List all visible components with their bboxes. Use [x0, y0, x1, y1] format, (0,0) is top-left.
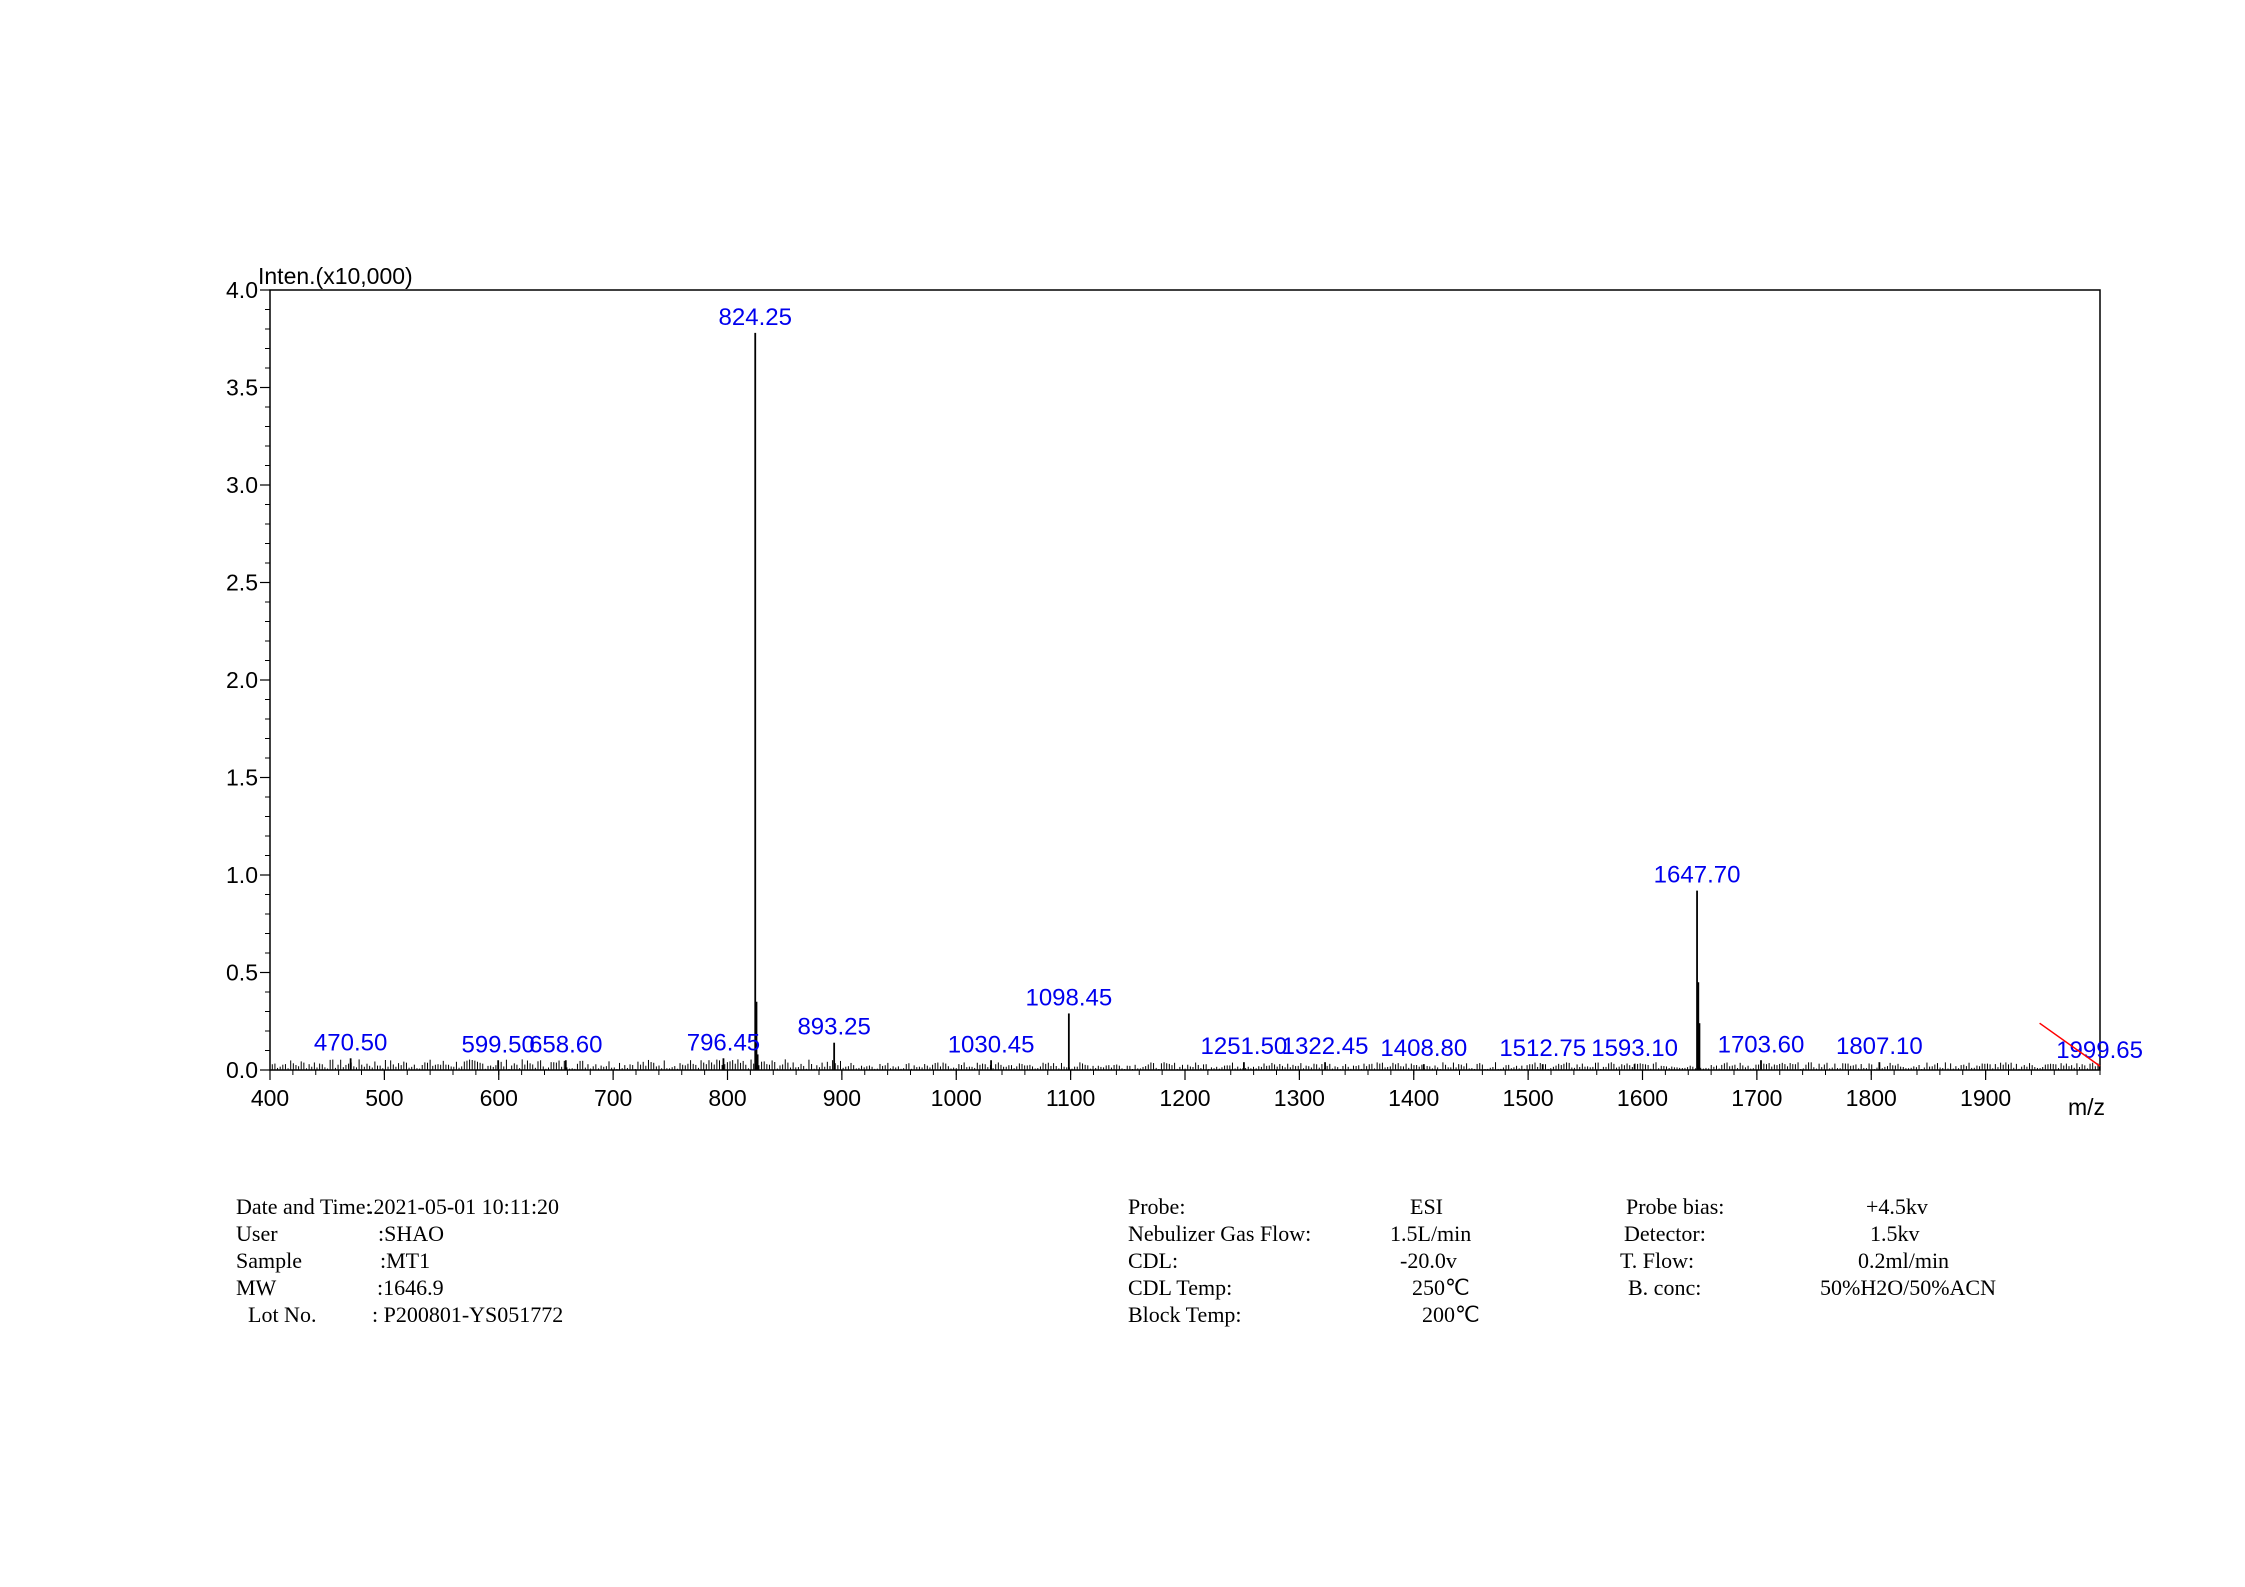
info-middle: Probe: ESI Nebulizer Gas Flow: 1.5L/min CD… — [1128, 1193, 1548, 1328]
info-value: +4.5kv — [1866, 1194, 1928, 1219]
info-value: 50%H2O/50%ACN — [1820, 1275, 1996, 1300]
peak-label: 470.50 — [314, 1029, 387, 1056]
peak-label: 824.25 — [719, 304, 792, 331]
info-label: MW — [236, 1275, 277, 1300]
info-row-user: User :SHAO — [236, 1220, 656, 1247]
peak-label: 1322.45 — [1282, 1033, 1369, 1060]
info-value: -20.0v — [1400, 1248, 1457, 1273]
info-row-date: Date and Time: .2021-05-01 10:11:20 — [236, 1193, 656, 1220]
x-tick-label: 900 — [823, 1085, 861, 1111]
info-row-block-temp: Block Temp: 200℃ — [1128, 1301, 1548, 1328]
info-row-detector: Detector: 1.5kv — [1620, 1220, 2080, 1247]
info-value: ESI — [1410, 1194, 1443, 1219]
y-tick-label: 4.0 — [226, 277, 258, 303]
y-tick-label: 1.5 — [226, 765, 258, 791]
plot-frame — [269, 289, 2101, 1071]
x-tick-label: 1400 — [1388, 1085, 1439, 1111]
peak-label: 1512.75 — [1499, 1035, 1586, 1062]
y-tick-label: 3.0 — [226, 472, 258, 498]
y-axis: 0.0 0.5 1.0 1.5 2.0 2.5 3.0 3.5 4.0 — [226, 277, 270, 1083]
info-value: : P200801-YS051772 — [372, 1302, 564, 1327]
peak-label: 1098.45 — [1025, 984, 1112, 1011]
info-value: :1646.9 — [377, 1275, 444, 1300]
baseline-noise — [271, 1059, 2099, 1070]
x-tick-label: 1000 — [931, 1085, 982, 1111]
x-tick-label: 1200 — [1159, 1085, 1210, 1111]
y-tick-label: 1.0 — [226, 862, 258, 888]
peak-label: 1703.60 — [1718, 1031, 1805, 1058]
info-value: .2021-05-01 10:11:20 — [368, 1194, 560, 1219]
info-row-cdl: CDL: -20.0v — [1128, 1247, 1548, 1274]
info-row-nebulizer: Nebulizer Gas Flow: 1.5L/min — [1128, 1220, 1548, 1247]
peak-label: 1647.70 — [1654, 862, 1741, 889]
peak-label: 1807.10 — [1836, 1033, 1923, 1060]
info-row-sample: Sample :MT1 — [236, 1247, 656, 1274]
y-tick-label: 0.5 — [226, 960, 258, 986]
x-axis-title: m/z — [2068, 1094, 2105, 1120]
x-tick-label: 1700 — [1731, 1085, 1782, 1111]
info-label: Nebulizer Gas Flow: — [1128, 1221, 1312, 1246]
info-row-mw: MW :1646.9 — [236, 1274, 656, 1301]
info-label: Date and Time: — [236, 1194, 372, 1219]
peak-label: 658.60 — [529, 1031, 602, 1058]
y-tick-label: 0.0 — [226, 1057, 258, 1083]
y-tick-label: 2.5 — [226, 570, 258, 596]
info-label: Block Temp: — [1128, 1302, 1242, 1327]
info-label: CDL Temp: — [1128, 1275, 1233, 1300]
info-value: 1.5L/min — [1390, 1221, 1472, 1246]
y-tick-label: 2.0 — [226, 667, 258, 693]
info-label: Probe bias: — [1626, 1194, 1725, 1219]
peaks — [349, 332, 2101, 1070]
info-row-lot: Lot No. : P200801-YS051772 — [236, 1301, 656, 1328]
peak-label: 1408.80 — [1380, 1035, 1467, 1062]
peak-label: 1593.10 — [1591, 1035, 1678, 1062]
info-row-probe-bias: Probe bias: +4.5kv — [1620, 1193, 2080, 1220]
info-label: T. Flow: — [1620, 1248, 1695, 1273]
y-tick-label: 3.5 — [226, 375, 258, 401]
info-label: Detector: — [1624, 1221, 1706, 1246]
x-tick-label: 1500 — [1503, 1085, 1554, 1111]
x-tick-label: 1600 — [1617, 1085, 1668, 1111]
info-row-probe: Probe: ESI — [1128, 1193, 1548, 1220]
info-value: :SHAO — [378, 1221, 445, 1246]
info-row-b-conc: B. conc: 50%H2O/50%ACN — [1620, 1274, 2080, 1301]
x-tick-label: 700 — [594, 1085, 632, 1111]
peak-label: 1999.65 — [2056, 1037, 2143, 1064]
info-row-cdl-temp: CDL Temp: 250℃ — [1128, 1274, 1548, 1301]
info-label: Probe: — [1128, 1194, 1186, 1219]
peak-label: 599.50 — [461, 1031, 534, 1058]
info-label: B. conc: — [1628, 1275, 1702, 1300]
x-axis: 400 500 600 700 800 900 1000 1100 1200 1300 1400 15… — [251, 1070, 2101, 1111]
x-tick-label: 1300 — [1274, 1085, 1325, 1111]
info-label: User — [236, 1221, 278, 1246]
info-row-t-flow: T. Flow: 0.2ml/min — [1620, 1247, 2080, 1274]
info-left: Date and Time: .2021-05-01 10:11:20 User:… — [236, 1193, 656, 1328]
info-value: 0.2ml/min — [1858, 1248, 1950, 1273]
end-marker-line — [2039, 1022, 2101, 1067]
info-value: 1.5kv — [1870, 1221, 1920, 1246]
peak-label: 1030.45 — [948, 1031, 1035, 1058]
info-label: Sample — [236, 1248, 302, 1273]
x-tick-label: 1800 — [1846, 1085, 1897, 1111]
info-value: :MT1 — [380, 1248, 431, 1273]
info-label: Lot No. — [248, 1302, 317, 1327]
info-value: 200℃ — [1422, 1302, 1480, 1327]
x-tick-label: 500 — [365, 1085, 403, 1111]
peak-label: 893.25 — [797, 1014, 870, 1041]
x-tick-label: 400 — [251, 1085, 289, 1111]
x-tick-label: 600 — [480, 1085, 518, 1111]
peak-label: 796.45 — [687, 1029, 760, 1056]
x-tick-label: 1100 — [1046, 1085, 1095, 1111]
info-label: CDL: — [1128, 1248, 1179, 1273]
y-axis-title: Inten.(x10,000) — [258, 263, 413, 289]
info-right: Probe bias: +4.5kv Detector: 1.5kv T. Flow… — [1620, 1193, 2080, 1301]
x-tick-label: 800 — [708, 1085, 746, 1111]
peak-label: 1251.50 — [1201, 1033, 1288, 1060]
x-tick-label: 1900 — [1960, 1085, 2011, 1111]
info-value: 250℃ — [1412, 1275, 1470, 1300]
